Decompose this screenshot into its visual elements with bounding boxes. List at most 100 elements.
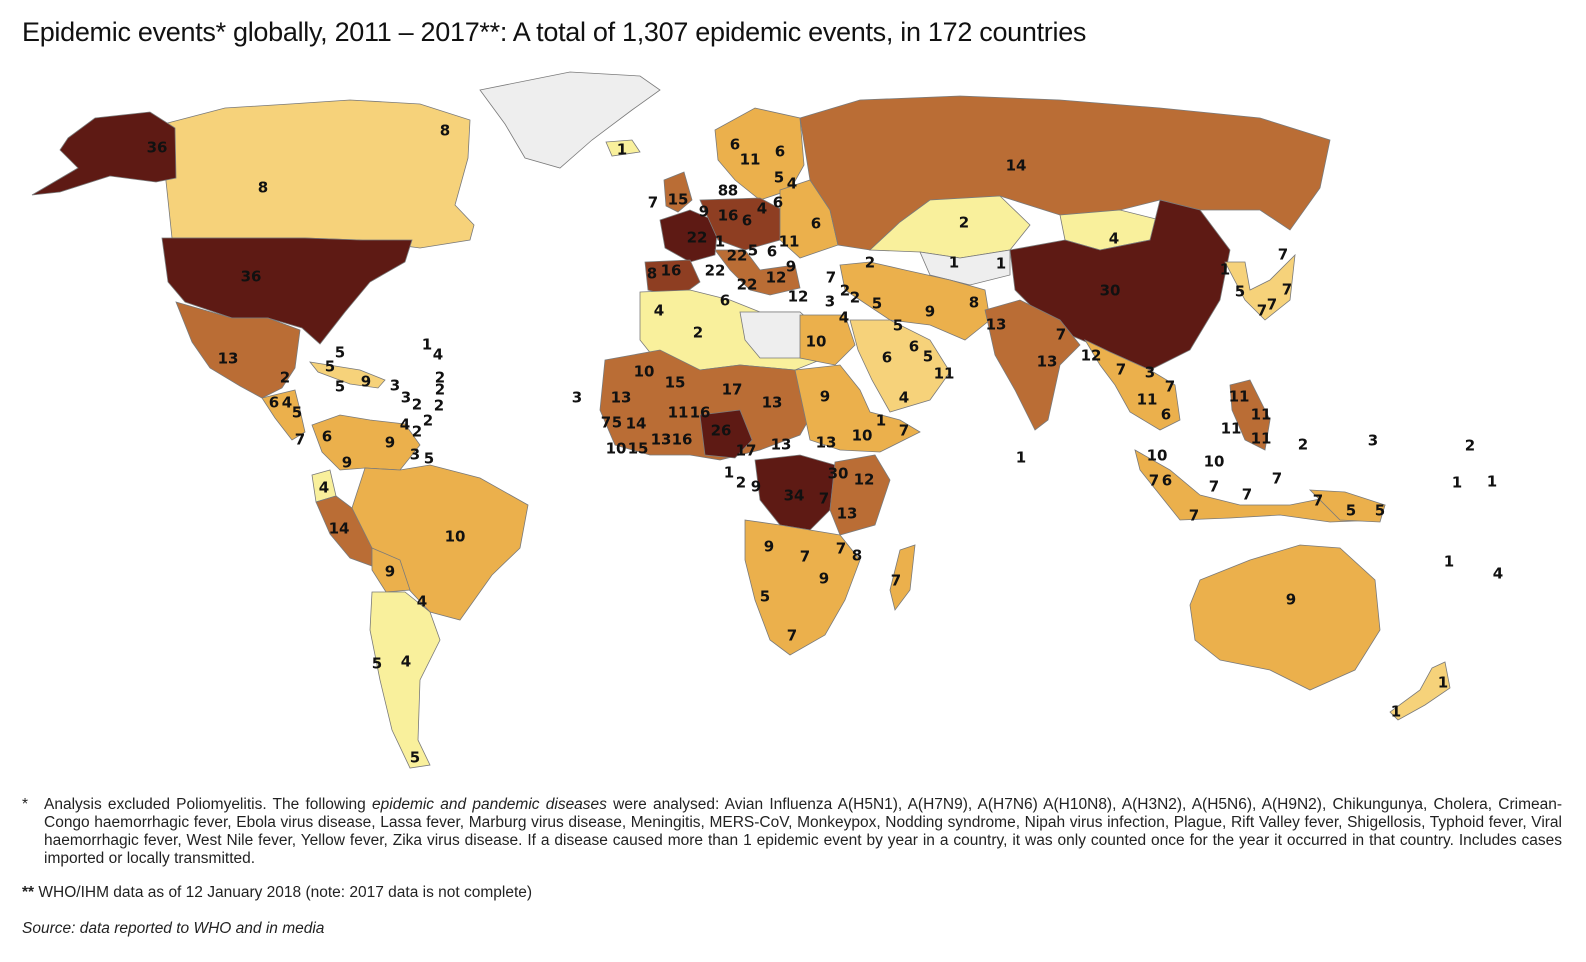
country-count-label: 2 bbox=[434, 397, 444, 415]
country-count-label: 11 bbox=[934, 365, 955, 383]
country-count-label: 5 bbox=[325, 358, 335, 376]
map-title: Epidemic events* globally, 2011 – 2017**… bbox=[22, 17, 1087, 47]
country-count-label: 10 bbox=[445, 528, 466, 546]
country-count-label: 1 bbox=[715, 233, 725, 251]
region-iceland bbox=[605, 139, 641, 157]
country-count-label: 5 bbox=[612, 414, 622, 432]
country-count-label: 30 bbox=[828, 465, 849, 483]
country-count-label: 7 bbox=[1165, 378, 1175, 396]
country-count-label: 9 bbox=[751, 478, 761, 496]
country-count-label: 10 bbox=[1147, 447, 1168, 465]
country-count-label: 4 bbox=[1109, 230, 1119, 248]
country-count-label: 7 bbox=[800, 548, 810, 566]
country-count-label: 1 bbox=[1487, 473, 1497, 491]
country-count-label: 9 bbox=[385, 563, 395, 581]
region-central-asia bbox=[919, 249, 1011, 286]
country-count-label: 10 bbox=[606, 440, 627, 458]
country-count-label: 9 bbox=[699, 203, 709, 221]
world-map: 36 8 1 8 36 13 5 5 5 9 3 1 4 2 2 3 2 2 4 2 2 2 6 4 5 7 6 9 3 5 9 4 14 10 9… bbox=[0, 56, 1586, 776]
country-count-label: 11 bbox=[668, 404, 689, 422]
region-egypt bbox=[799, 314, 856, 366]
country-count-label: 5 bbox=[335, 344, 345, 362]
region-arabia bbox=[849, 319, 951, 413]
region-italy-balkans bbox=[714, 249, 801, 296]
country-count-label: 1 bbox=[724, 464, 734, 482]
country-count-label: 1 bbox=[1220, 261, 1230, 279]
country-count-label: 13 bbox=[218, 350, 239, 368]
region-drc bbox=[754, 454, 836, 531]
country-count-label: 6 bbox=[767, 243, 777, 261]
country-count-label: 2 bbox=[693, 324, 703, 342]
country-count-label: 9 bbox=[361, 373, 371, 391]
country-count-label: 2 bbox=[435, 369, 445, 387]
region-india bbox=[984, 299, 1081, 431]
country-regions bbox=[31, 71, 1451, 769]
country-count-label: 7 bbox=[601, 414, 611, 432]
country-count-label: 6 bbox=[773, 194, 783, 212]
country-count-label: 22 bbox=[727, 247, 748, 265]
region-southeast-asia bbox=[1083, 339, 1181, 431]
country-count-label: 2 bbox=[1298, 436, 1308, 454]
country-count-label: 7 bbox=[1149, 472, 1159, 490]
country-count-label: 5 bbox=[410, 749, 420, 767]
country-count-label: 16 bbox=[672, 431, 693, 449]
country-count-label: 4 bbox=[757, 200, 767, 218]
country-count-label: 7 bbox=[295, 431, 305, 449]
country-count-label: 5 bbox=[1235, 283, 1245, 301]
country-count-label: 1 bbox=[1391, 703, 1401, 721]
country-count-label: 10 bbox=[852, 427, 873, 445]
country-count-label: 1 bbox=[1438, 674, 1448, 692]
country-count-label: 17 bbox=[722, 381, 743, 399]
country-count-label: 36 bbox=[147, 139, 168, 157]
country-count-label: 8 bbox=[258, 179, 268, 197]
footnote-1-before: Analysis excluded Poliomyelitis. The fol… bbox=[44, 796, 373, 813]
country-count-label: 8 bbox=[440, 122, 450, 140]
country-count-label: 3 bbox=[390, 377, 400, 395]
country-count-label: 7 bbox=[1267, 296, 1277, 314]
country-count-label: 4 bbox=[787, 175, 797, 193]
region-nigeria bbox=[699, 409, 753, 459]
country-count-label: 5 bbox=[760, 588, 770, 606]
country-count-label: 6 bbox=[742, 212, 752, 230]
region-caribbean bbox=[309, 361, 386, 389]
footnotes: * Analysis excluded Poliomyelitis. The f… bbox=[22, 796, 1562, 938]
country-count-label: 5 bbox=[774, 169, 784, 187]
country-count-label: 2 bbox=[280, 369, 290, 387]
country-count-label: 1 bbox=[617, 141, 627, 159]
footnote-1-after: were analysed: Avian Influenza A(H5N1), … bbox=[44, 796, 1563, 867]
country-count-label: 16 bbox=[661, 262, 682, 280]
country-count-label: 16 bbox=[690, 404, 711, 422]
country-count-label: 34 bbox=[784, 487, 805, 505]
region-philippines bbox=[1229, 379, 1271, 451]
country-count-label: 13 bbox=[762, 394, 783, 412]
country-count-label: 4 bbox=[899, 389, 909, 407]
country-count-label: 22 bbox=[687, 229, 708, 247]
region-sudan-horn bbox=[794, 364, 921, 453]
country-count-label: 11 bbox=[1229, 388, 1250, 406]
country-count-label: 2 bbox=[1465, 437, 1475, 455]
country-count-label: 12 bbox=[1081, 347, 1102, 365]
country-count-label: 8 bbox=[852, 547, 862, 565]
country-count-label: 26 bbox=[711, 422, 732, 440]
country-count-label: 5 bbox=[872, 295, 882, 313]
country-count-label: 7 bbox=[899, 422, 909, 440]
region-australia bbox=[1189, 544, 1381, 691]
country-count-label: 5 bbox=[424, 450, 434, 468]
country-count-label: 13 bbox=[1037, 353, 1058, 371]
region-new-zealand bbox=[1389, 661, 1451, 721]
country-count-label: 14 bbox=[1006, 157, 1027, 175]
country-count-label: 6 bbox=[269, 394, 279, 412]
country-count-label: 7 bbox=[1313, 492, 1323, 510]
country-count-label: 7 bbox=[1242, 486, 1252, 504]
country-count-label: 6 bbox=[322, 428, 332, 446]
country-count-label: 6 bbox=[730, 136, 740, 154]
country-count-label: 11 bbox=[1137, 391, 1158, 409]
country-count-label: 5 bbox=[923, 348, 933, 366]
region-mexico bbox=[175, 301, 301, 399]
country-count-label: 16 bbox=[718, 207, 739, 225]
country-count-label: 1 bbox=[996, 255, 1006, 273]
region-france bbox=[659, 209, 719, 263]
country-count-label: 10 bbox=[1204, 453, 1225, 471]
country-count-label: 2 bbox=[435, 381, 445, 399]
region-madagascar bbox=[889, 544, 916, 611]
